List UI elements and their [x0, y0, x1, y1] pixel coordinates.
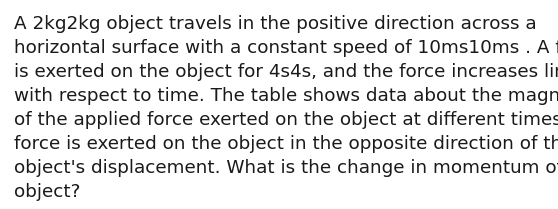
Text: is exerted on the object for 4s4s, and the force increases linearly: is exerted on the object for 4s4s, and t…: [14, 63, 558, 81]
Text: force is exerted on the object in the opposite direction of the: force is exerted on the object in the op…: [14, 135, 558, 153]
Text: A 2kg2kg object travels in the positive direction across a: A 2kg2kg object travels in the positive …: [14, 15, 537, 33]
Text: object?: object?: [14, 183, 80, 201]
Text: horizontal surface with a constant speed of 10ms10ms . A force: horizontal surface with a constant speed…: [14, 39, 558, 57]
Text: with respect to time. The table shows data about the magnitude: with respect to time. The table shows da…: [14, 87, 558, 105]
Text: object's displacement. What is the change in momentum of the: object's displacement. What is the chang…: [14, 159, 558, 177]
Text: of the applied force exerted on the object at different times. The: of the applied force exerted on the obje…: [14, 111, 558, 129]
